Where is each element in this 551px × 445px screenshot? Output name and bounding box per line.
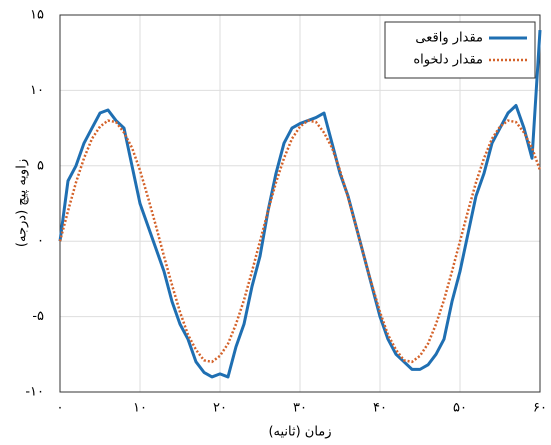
x-tick-label: ۰ — [57, 401, 64, 416]
x-tick-label: ۱۰ — [133, 401, 147, 416]
y-axis-label: زاویه پیچ (درجه) — [15, 159, 30, 247]
data-line — [58, 119, 542, 364]
legend-label: مقدار دلخواه — [413, 53, 483, 68]
x-axis-label: زمان (ثانیه) — [268, 425, 331, 440]
y-tick-label: ۵ — [37, 158, 44, 173]
plot-frame — [59, 14, 541, 393]
x-tick-label: ۶۰ — [533, 401, 547, 416]
y-tick-label: ۱۵ — [30, 8, 44, 23]
x-tick-label: ۴۰ — [373, 401, 387, 416]
y-tick-label: -۵ — [32, 309, 44, 324]
x-tick-label: ۲۰ — [213, 401, 227, 416]
y-tick-label: ۰ — [37, 234, 44, 249]
legend-box — [384, 21, 536, 79]
legend-label: مقدار واقعی — [415, 31, 483, 46]
data-line — [58, 29, 542, 379]
x-tick-label: ۵۰ — [453, 401, 467, 416]
y-tick-label: ۱۰ — [30, 83, 44, 98]
y-tick-label: -۱۰ — [25, 385, 44, 400]
x-tick-label: ۳۰ — [293, 401, 307, 416]
